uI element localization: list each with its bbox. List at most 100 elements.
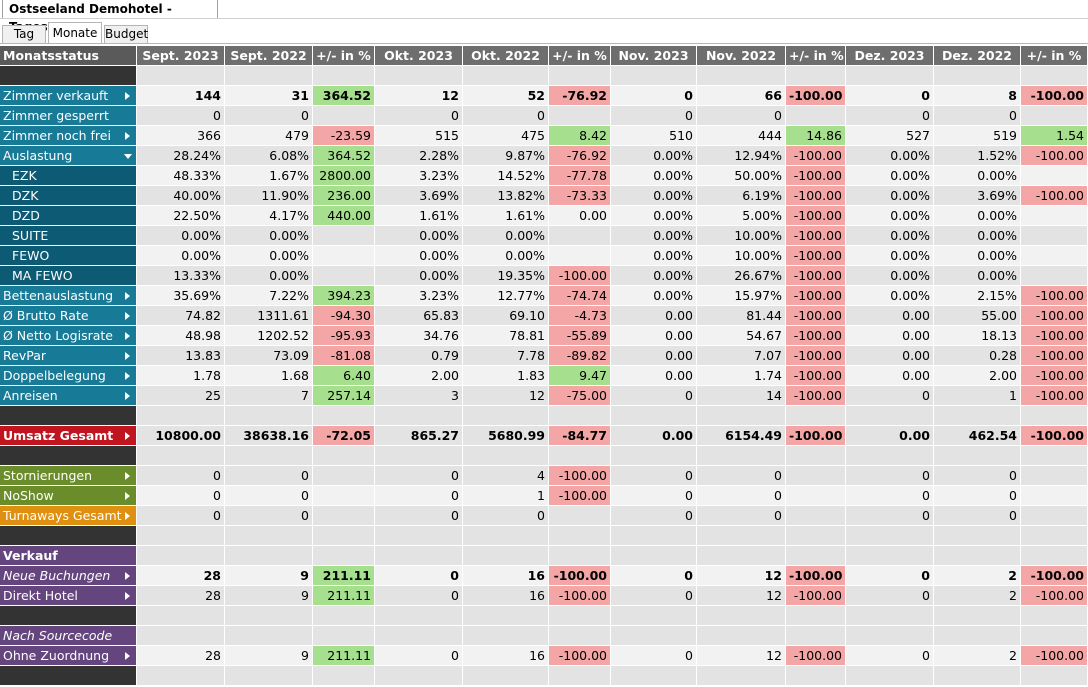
table-row: NoShow 0 0 0 1 -100.00 0 0 0 0	[0, 486, 1088, 506]
value-cell: 19.35%	[463, 266, 549, 286]
expand-right-icon[interactable]	[125, 472, 130, 480]
row-label[interactable]: Zimmer noch frei	[0, 126, 137, 146]
window-title-tab[interactable]: Ostseeland Demohotel - Tagesstatus	[2, 0, 218, 34]
expand-right-icon[interactable]	[125, 132, 130, 140]
column-header[interactable]: +/- in %	[1021, 46, 1088, 66]
expand-right-icon[interactable]	[125, 432, 130, 440]
value-cell: 9	[225, 646, 313, 666]
row-label[interactable]: RevPar	[0, 346, 137, 366]
tab-budget[interactable]: Budget	[104, 25, 149, 43]
value-cell: 1.61%	[375, 206, 463, 226]
value-cell	[786, 606, 846, 626]
row-label[interactable]: Ø Brutto Rate	[0, 306, 137, 326]
value-cell: 257.14	[313, 386, 375, 406]
header-label[interactable]: Monatsstatus	[0, 46, 137, 66]
column-header[interactable]: Nov. 2023	[611, 46, 697, 66]
table-row: EZK 48.33% 1.67% 2800.00 3.23% 14.52% -77.78 0.…	[0, 166, 1088, 186]
expand-right-icon[interactable]	[125, 652, 130, 660]
value-cell: 515	[375, 126, 463, 146]
row-label[interactable]: Neue Buchungen	[0, 566, 137, 586]
table-row: Zimmer noch frei 366 479 -23.59 515 475 8.42 51…	[0, 126, 1088, 146]
value-cell	[313, 266, 375, 286]
value-cell: 0.00	[846, 366, 934, 386]
expand-right-icon[interactable]	[125, 352, 130, 360]
expand-right-icon[interactable]	[125, 292, 130, 300]
column-header[interactable]: Okt. 2022	[463, 46, 549, 66]
value-cell: 475	[463, 126, 549, 146]
column-header[interactable]: Sept. 2022	[225, 46, 313, 66]
row-label[interactable]: Auslastung	[0, 146, 137, 166]
value-cell: 211.11	[313, 586, 375, 606]
value-cell: 22.50%	[137, 206, 225, 226]
row-label[interactable]: Stornierungen	[0, 466, 137, 486]
row-label-text: Zimmer verkauft	[3, 88, 109, 103]
expand-right-icon[interactable]	[125, 92, 130, 100]
value-cell	[549, 226, 611, 246]
column-header[interactable]: +/- in %	[786, 46, 846, 66]
expand-right-icon[interactable]	[125, 312, 130, 320]
expand-right-icon[interactable]	[125, 492, 130, 500]
expand-right-icon[interactable]	[125, 512, 130, 520]
value-cell: 7.07	[697, 346, 786, 366]
row-label-text: RevPar	[3, 348, 46, 363]
row-label[interactable]: Ø Netto Logisrate	[0, 326, 137, 346]
column-header[interactable]: +/- in %	[549, 46, 611, 66]
row-label[interactable]: Doppelbelegung	[0, 366, 137, 386]
row-label[interactable]: Ohne Zuordnung	[0, 646, 137, 666]
value-cell	[786, 106, 846, 126]
expand-right-icon[interactable]	[125, 592, 130, 600]
value-cell: 9	[225, 566, 313, 586]
row-label[interactable]: Umsatz Gesamt	[0, 426, 137, 446]
value-cell	[611, 626, 697, 646]
expand-down-icon[interactable]	[124, 154, 132, 159]
expand-right-icon[interactable]	[125, 392, 130, 400]
value-cell: -100.00	[1021, 366, 1088, 386]
row-label-text: Ø Netto Logisrate	[3, 328, 113, 343]
row-label[interactable]: Turnaways Gesamt	[0, 506, 137, 526]
value-cell: 0	[375, 506, 463, 526]
expand-right-icon[interactable]	[125, 332, 130, 340]
value-cell: -76.92	[549, 146, 611, 166]
table-row: DZD 22.50% 4.17% 440.00 1.61% 1.61% 0.00 0.00% 5…	[0, 206, 1088, 226]
row-label-text: Anreisen	[3, 388, 58, 403]
tab-monate[interactable]: Monate	[48, 22, 102, 43]
view-tabs: Tag Monate Budget	[0, 22, 1088, 43]
column-header[interactable]: +/- in %	[313, 46, 375, 66]
column-header[interactable]: Dez. 2022	[934, 46, 1021, 66]
row-label[interactable]: NoShow	[0, 486, 137, 506]
column-header[interactable]: Okt. 2023	[375, 46, 463, 66]
value-cell: 364.52	[313, 86, 375, 106]
column-header[interactable]: Sept. 2023	[137, 46, 225, 66]
row-label[interactable]: Bettenauslastung	[0, 286, 137, 306]
value-cell: -100.00	[1021, 286, 1088, 306]
value-cell	[549, 506, 611, 526]
row-label[interactable]: Zimmer verkauft	[0, 86, 137, 106]
value-cell: 1.61%	[463, 206, 549, 226]
value-cell: -100.00	[786, 586, 846, 606]
expand-right-icon[interactable]	[125, 372, 130, 380]
value-cell: 865.27	[375, 426, 463, 446]
value-cell: 11.90%	[225, 186, 313, 206]
table-row: Verkauf	[0, 546, 1088, 566]
value-cell	[846, 66, 934, 86]
value-cell: 0.00%	[846, 146, 934, 166]
row-label[interactable]: Direkt Hotel	[0, 586, 137, 606]
row-label-text: Nach Sourcecode	[3, 628, 113, 643]
value-cell: 13.33%	[137, 266, 225, 286]
value-cell: 55.00	[934, 306, 1021, 326]
column-header[interactable]: Nov. 2022	[697, 46, 786, 66]
value-cell: 12	[463, 386, 549, 406]
row-label[interactable]: Anreisen	[0, 386, 137, 406]
value-cell: 2800.00	[313, 166, 375, 186]
value-cell	[225, 546, 313, 566]
value-cell	[786, 546, 846, 566]
expand-right-icon[interactable]	[125, 572, 130, 580]
row-label	[0, 66, 137, 86]
tab-tag[interactable]: Tag	[2, 25, 46, 43]
value-cell	[786, 506, 846, 526]
value-cell: 1.68	[225, 366, 313, 386]
value-cell: 0.00	[549, 206, 611, 226]
column-header[interactable]: Dez. 2023	[846, 46, 934, 66]
value-cell: 14	[697, 386, 786, 406]
value-cell: 7.22%	[225, 286, 313, 306]
